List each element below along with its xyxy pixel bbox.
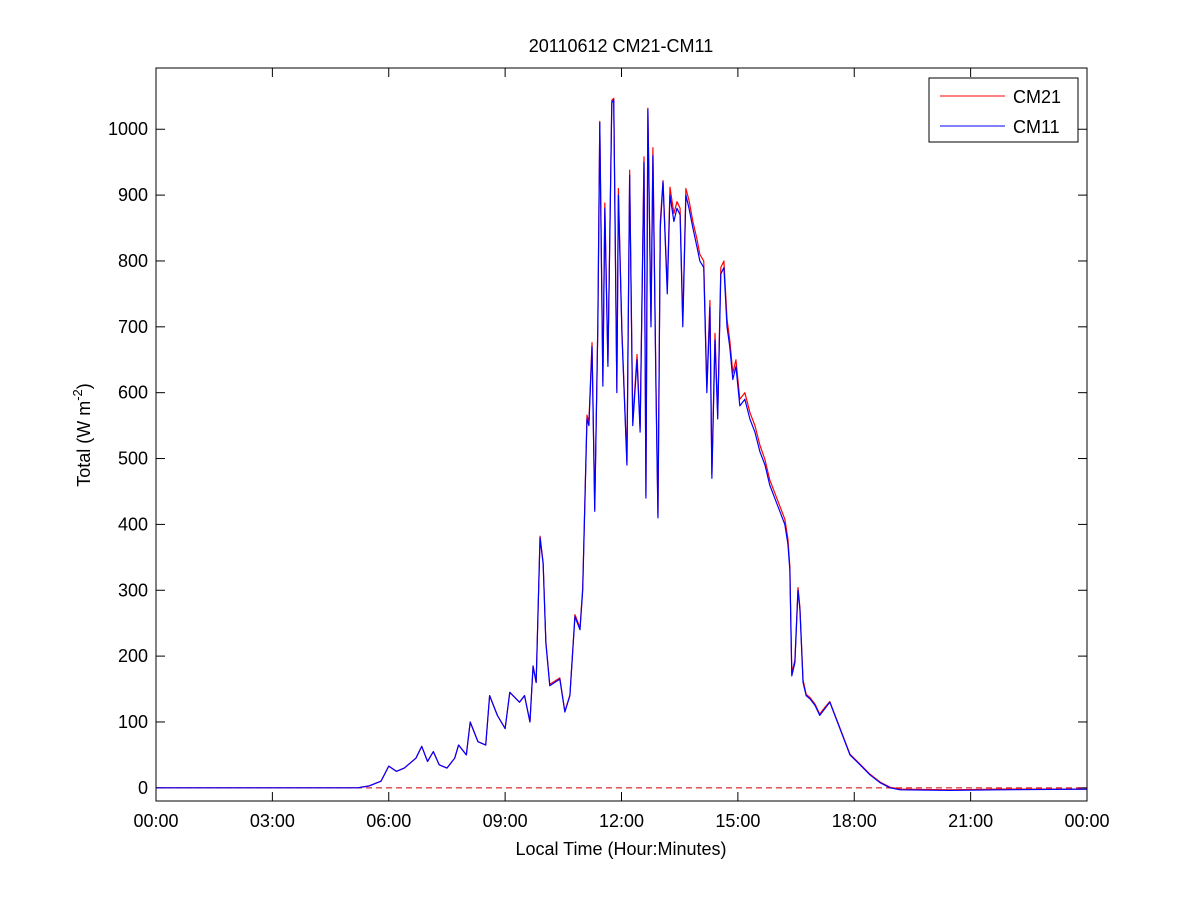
x-tick-label: 18:00 [832, 811, 877, 831]
legend-label: CM21 [1013, 87, 1061, 107]
x-tick-label: 12:00 [599, 811, 644, 831]
x-tick-label: 06:00 [366, 811, 411, 831]
legend-box [928, 77, 1079, 143]
y-tick-label: 800 [118, 251, 148, 271]
y-tick-label: 900 [118, 185, 148, 205]
y-axis-label-suffix: ) [74, 383, 94, 389]
x-tick-label: 15:00 [715, 811, 760, 831]
y-axis-label: Total (W m-2) [70, 383, 94, 487]
chart-title: 20110612 CM21-CM11 [529, 36, 713, 56]
axes-frame [155, 67, 1088, 802]
x-tick-label: 21:00 [948, 811, 993, 831]
x-tick-label: 00:00 [1064, 811, 1109, 831]
y-tick-label: 400 [118, 514, 148, 534]
x-tick-label: 00:00 [133, 811, 178, 831]
y-tick-label: 100 [118, 712, 148, 732]
x-axis-label: Local Time (Hour:Minutes) [515, 839, 726, 859]
legend-label: CM11 [1013, 117, 1060, 137]
plot-area [156, 68, 1087, 801]
x-tick-label: 03:00 [250, 811, 295, 831]
y-tick-label: 0 [138, 778, 148, 798]
y-axis-label-superscript: -2 [70, 389, 85, 401]
y-tick-label: 300 [118, 580, 148, 600]
x-tick-label: 09:00 [483, 811, 528, 831]
y-tick-label: 1000 [108, 119, 148, 139]
y-tick-label: 500 [118, 449, 148, 469]
y-axis-label-text: Total (W m [74, 401, 94, 487]
y-tick-label: 200 [118, 646, 148, 666]
data-line [156, 99, 1088, 792]
y-tick-label: 700 [118, 317, 148, 337]
y-tick-label: 600 [118, 383, 148, 403]
